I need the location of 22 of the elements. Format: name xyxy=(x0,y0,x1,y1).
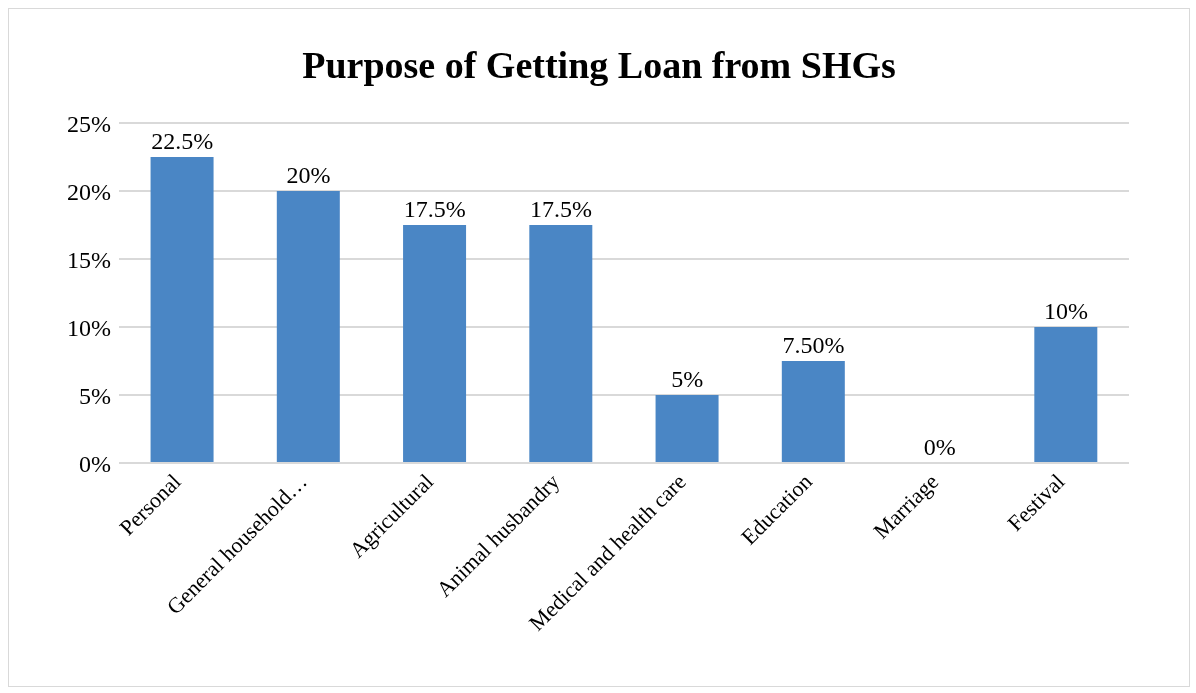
bar xyxy=(655,395,719,463)
data-label: 20% xyxy=(286,162,331,188)
data-label: 0% xyxy=(923,434,956,460)
bar xyxy=(1034,327,1098,463)
y-tick-label: 15% xyxy=(67,246,111,273)
data-label: 17.5% xyxy=(403,196,466,222)
data-label: 7.50% xyxy=(782,332,845,358)
bar xyxy=(403,225,467,463)
bar xyxy=(276,191,340,463)
data-label: 17.5% xyxy=(529,196,592,222)
y-tick-label: 25% xyxy=(67,110,111,137)
bar xyxy=(529,225,593,463)
y-tick-label: 20% xyxy=(67,178,111,205)
data-label: 10% xyxy=(1043,298,1088,324)
bar xyxy=(150,157,214,463)
data-label: 22.5% xyxy=(151,128,214,154)
chart-title: Purpose of Getting Loan from SHGs xyxy=(301,43,897,88)
y-tick-label: 0% xyxy=(79,450,111,477)
y-tick-label: 5% xyxy=(79,382,111,409)
data-label: 5% xyxy=(671,366,704,392)
y-tick-label: 10% xyxy=(67,314,111,341)
bar xyxy=(781,361,845,463)
